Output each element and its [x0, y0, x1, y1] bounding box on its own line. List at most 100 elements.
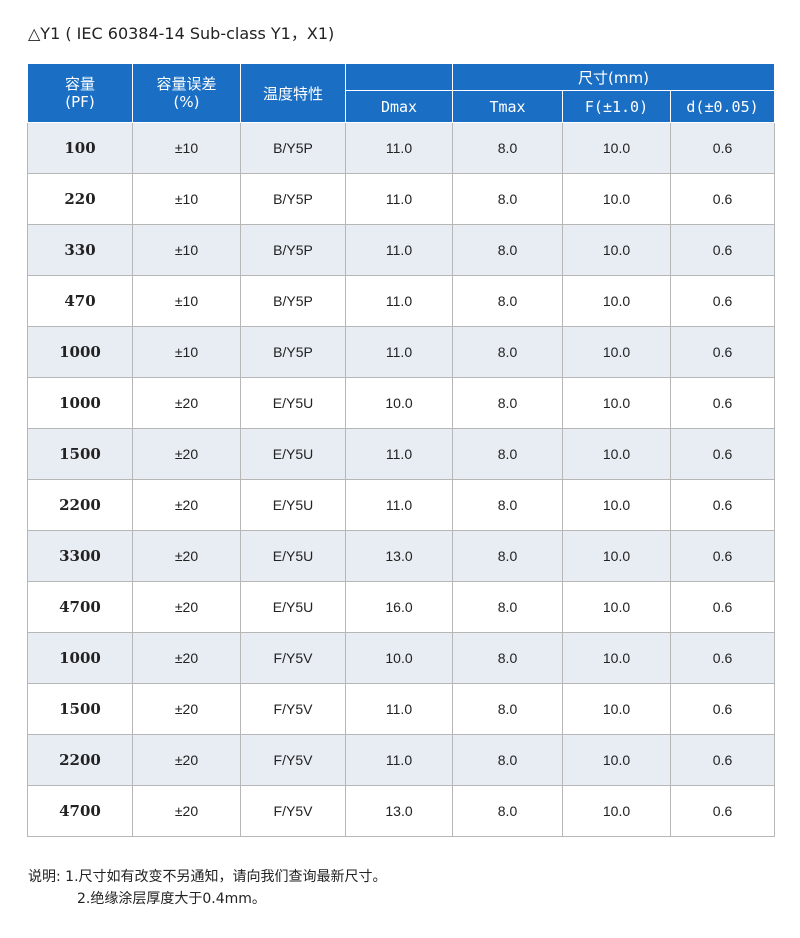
cell-d: 0.6	[669, 581, 776, 633]
header-blank	[345, 63, 453, 91]
cell-capacitance: 1500	[27, 683, 133, 735]
cell-capacitance: 4700	[27, 785, 133, 837]
table-row: 1000 ±20 F/Y5V 10.0 8.0 10.0 0.6	[27, 632, 776, 684]
header-capacitance-name: 容量	[64, 75, 95, 93]
table-row: 1000 ±20 E/Y5U 10.0 8.0 10.0 0.6	[27, 377, 776, 429]
cell-tmax: 8.0	[452, 122, 563, 174]
cell-dmax: 11.0	[345, 326, 453, 378]
cell-tmax: 8.0	[452, 275, 563, 327]
cell-tolerance: ±20	[132, 632, 241, 684]
cell-tmax: 8.0	[452, 479, 563, 531]
cell-dmax: 11.0	[345, 428, 453, 480]
table-header: 容量 (PF) 容量误差 (%) 温度特性 尺寸(mm) Dmax Tmax F…	[27, 63, 776, 123]
cell-capacitance: 2200	[27, 479, 133, 531]
header-tolerance: 容量误差 (%)	[132, 63, 241, 123]
cell-temperature: E/Y5U	[240, 428, 346, 480]
cell-temperature: B/Y5P	[240, 122, 346, 174]
cell-d: 0.6	[669, 632, 776, 684]
cell-f: 10.0	[562, 734, 671, 786]
cell-tmax: 8.0	[452, 734, 563, 786]
cell-d: 0.6	[669, 122, 776, 174]
cell-f: 10.0	[562, 632, 671, 684]
cell-temperature: F/Y5V	[240, 734, 346, 786]
cell-dmax: 11.0	[345, 122, 453, 174]
cell-tmax: 8.0	[452, 224, 563, 276]
cell-f: 10.0	[562, 428, 671, 480]
cell-tolerance: ±20	[132, 734, 241, 786]
cell-temperature: B/Y5P	[240, 275, 346, 327]
cell-tolerance: ±20	[132, 479, 241, 531]
cell-d: 0.6	[669, 530, 776, 582]
cell-temperature: B/Y5P	[240, 224, 346, 276]
notes: 说明: 1.尺寸如有改变不另通知，请向我们查询最新尺寸。 2.绝缘涂层厚度大于0…	[28, 866, 387, 910]
header-capacitance: 容量 (PF)	[27, 63, 133, 123]
cell-tolerance: ±20	[132, 530, 241, 582]
header-d: d(±0.05)	[669, 90, 776, 123]
header-capacitance-unit: (PF)	[65, 93, 95, 111]
cell-temperature: F/Y5V	[240, 632, 346, 684]
header-tolerance-unit: (%)	[173, 93, 200, 111]
cell-f: 10.0	[562, 122, 671, 174]
table-row: 2200 ±20 F/Y5V 11.0 8.0 10.0 0.6	[27, 734, 776, 786]
cell-tmax: 8.0	[452, 785, 563, 837]
cell-capacitance: 1000	[27, 326, 133, 378]
cell-f: 10.0	[562, 581, 671, 633]
spec-table: 容量 (PF) 容量误差 (%) 温度特性 尺寸(mm) Dmax Tmax F…	[27, 63, 776, 837]
cell-d: 0.6	[669, 428, 776, 480]
cell-tolerance: ±20	[132, 683, 241, 735]
cell-temperature: E/Y5U	[240, 377, 346, 429]
cell-dmax: 10.0	[345, 377, 453, 429]
header-f: F(±1.0)	[562, 90, 671, 123]
table-row: 470 ±10 B/Y5P 11.0 8.0 10.0 0.6	[27, 275, 776, 327]
table-row: 330 ±10 B/Y5P 11.0 8.0 10.0 0.6	[27, 224, 776, 276]
cell-tolerance: ±20	[132, 581, 241, 633]
cell-capacitance: 330	[27, 224, 133, 276]
cell-tolerance: ±10	[132, 122, 241, 174]
cell-d: 0.6	[669, 173, 776, 225]
cell-f: 10.0	[562, 377, 671, 429]
cell-tolerance: ±10	[132, 326, 241, 378]
cell-d: 0.6	[669, 734, 776, 786]
cell-temperature: F/Y5V	[240, 785, 346, 837]
cell-dmax: 11.0	[345, 479, 453, 531]
header-tmax: Tmax	[452, 90, 563, 123]
cell-tolerance: ±10	[132, 224, 241, 276]
cell-d: 0.6	[669, 785, 776, 837]
cell-tmax: 8.0	[452, 377, 563, 429]
cell-tolerance: ±20	[132, 428, 241, 480]
cell-f: 10.0	[562, 785, 671, 837]
notes-label: 说明:	[28, 869, 61, 885]
cell-capacitance: 1500	[27, 428, 133, 480]
cell-dmax: 11.0	[345, 734, 453, 786]
cell-d: 0.6	[669, 275, 776, 327]
table-body: 100 ±10 B/Y5P 11.0 8.0 10.0 0.6 220 ±10 …	[27, 122, 776, 837]
note-line: 说明: 1.尺寸如有改变不另通知，请向我们查询最新尺寸。	[28, 866, 387, 888]
header-dimension: 尺寸(mm)	[451, 63, 776, 91]
cell-capacitance: 2200	[27, 734, 133, 786]
page-title: △Y1 ( IEC 60384-14 Sub-class Y1，X1)	[28, 24, 335, 43]
cell-tolerance: ±10	[132, 275, 241, 327]
table-row: 1000 ±10 B/Y5P 11.0 8.0 10.0 0.6	[27, 326, 776, 378]
cell-capacitance: 470	[27, 275, 133, 327]
cell-temperature: E/Y5U	[240, 581, 346, 633]
cell-tmax: 8.0	[452, 173, 563, 225]
cell-capacitance: 3300	[27, 530, 133, 582]
cell-dmax: 11.0	[345, 275, 453, 327]
table-row: 1500 ±20 E/Y5U 11.0 8.0 10.0 0.6	[27, 428, 776, 480]
cell-dmax: 11.0	[345, 173, 453, 225]
header-temperature: 温度特性	[240, 63, 346, 123]
cell-d: 0.6	[669, 479, 776, 531]
table-row: 100 ±10 B/Y5P 11.0 8.0 10.0 0.6	[27, 122, 776, 174]
cell-f: 10.0	[562, 326, 671, 378]
cell-tmax: 8.0	[452, 530, 563, 582]
cell-d: 0.6	[669, 224, 776, 276]
cell-capacitance: 4700	[27, 581, 133, 633]
cell-d: 0.6	[669, 683, 776, 735]
cell-f: 10.0	[562, 173, 671, 225]
table-row: 4700 ±20 E/Y5U 16.0 8.0 10.0 0.6	[27, 581, 776, 633]
cell-f: 10.0	[562, 275, 671, 327]
cell-temperature: E/Y5U	[240, 479, 346, 531]
header-tolerance-name: 容量误差	[156, 75, 217, 93]
cell-temperature: B/Y5P	[240, 326, 346, 378]
cell-dmax: 10.0	[345, 632, 453, 684]
